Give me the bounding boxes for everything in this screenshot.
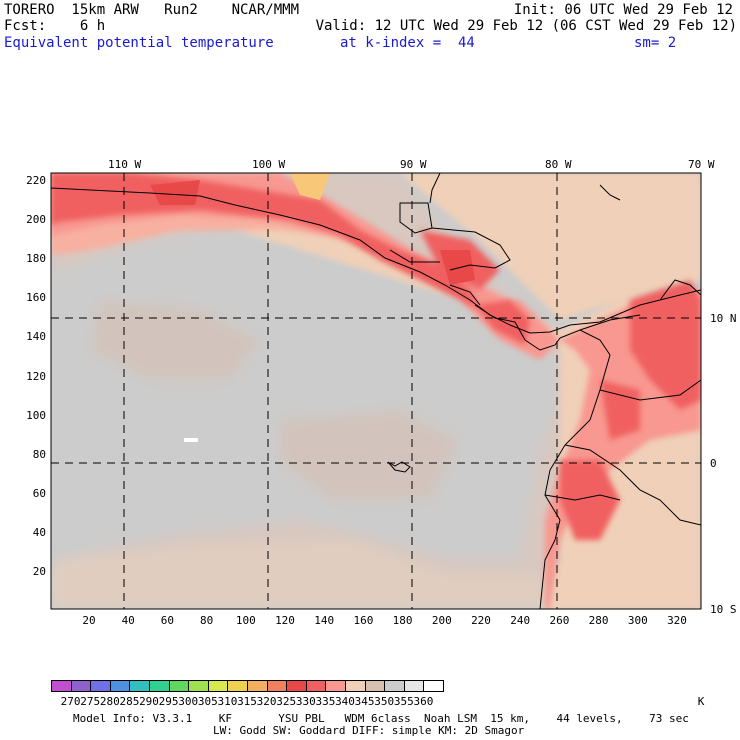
colorbar-swatch <box>129 680 150 692</box>
colorbar-swatch <box>305 680 327 692</box>
colorbar-swatch <box>345 680 366 692</box>
x-tick-label: 180 <box>392 614 413 627</box>
y-tick-label: 120 <box>26 369 46 383</box>
colorbar-swatch <box>109 680 131 692</box>
y-tick-label: 220 <box>26 174 46 187</box>
valid-time: Valid: 12 UTC Wed 29 Feb 12 (06 CST Wed … <box>315 18 737 34</box>
colorbar-label: 360 <box>413 695 434 708</box>
y-tick-label: 60 <box>32 486 46 500</box>
smoothing-info: sm= 2 <box>634 35 677 51</box>
x-tick-label: 300 <box>627 614 648 627</box>
y-tick-label: 160 <box>26 291 46 305</box>
colorbar-swatch <box>247 680 268 692</box>
y-tick-label: 100 <box>26 408 46 422</box>
colorbar-swatch <box>325 680 346 692</box>
colorbar-swatch <box>188 680 209 692</box>
x-tick-label: 280 <box>588 614 609 627</box>
colorbar-swatch <box>227 680 248 692</box>
x-tick-label: 220 <box>471 614 491 627</box>
colorbar-label: 320 <box>256 695 277 708</box>
colorbar-label: 295 <box>158 695 179 708</box>
x-tick-label: 240 <box>510 614 531 627</box>
lon-label-110w: 110 W <box>108 158 142 171</box>
colorbar-label: 290 <box>139 695 159 708</box>
x-tick-label: 40 <box>121 614 135 627</box>
colorbar-swatch <box>149 680 170 692</box>
colorbar-label: 305 <box>197 695 218 708</box>
model-name: TORERO 15km ARW Run2 NCAR/MMM <box>4 2 300 18</box>
x-tick-label: 20 <box>82 614 96 627</box>
colorbar-label: 350 <box>374 695 395 708</box>
lat-label-10n: 10 N <box>710 312 737 325</box>
init-time: Init: 06 UTC Wed 29 Feb 12 <box>513 2 733 18</box>
x-tick-label: 320 <box>667 614 687 627</box>
y-tick-label: 40 <box>32 525 46 539</box>
physics-info: LW: Godd SW: Goddard DIFF: simple KM: 2D… <box>213 724 525 737</box>
x-tick-label: 60 <box>160 614 175 627</box>
colorbar-label: 355 <box>393 695 414 708</box>
colorbar-label: 285 <box>119 695 140 708</box>
colorbar-swatch <box>90 680 111 692</box>
x-tick-label: 160 <box>353 614 374 627</box>
colorbar-label: 315 <box>237 695 257 708</box>
colorbar-label: 325 <box>276 695 297 708</box>
x-tick-label: 200 <box>431 614 452 627</box>
colorbar-label: 275 <box>80 695 101 708</box>
colorbar-swatch <box>207 680 229 692</box>
level-info: at k-index = 44 <box>340 35 475 51</box>
colorbar-swatch <box>384 680 405 692</box>
y-tick-label: 180 <box>26 252 46 266</box>
forecast-hour: Fcst: 6 h <box>4 18 106 34</box>
colorbar-swatch <box>286 680 307 692</box>
lon-label-80w: 80 W <box>545 158 572 171</box>
colorbar-swatch <box>403 680 425 692</box>
colorbar-label: 345 <box>354 695 375 708</box>
colorbar-label: 310 <box>217 695 238 708</box>
coastlines <box>51 173 701 609</box>
colorbar-swatch <box>168 680 190 692</box>
model-info: Model Info: V3.3.1 KF YSU PBL WDM 6class… <box>73 712 689 725</box>
lat-label-10s: 10 S <box>710 603 737 616</box>
x-tick-label: 100 <box>235 614 256 627</box>
colorbar-swatch <box>423 680 444 692</box>
x-tick-label: 120 <box>275 614 295 627</box>
lon-label-90w: 90 W <box>400 158 427 171</box>
shaded-field <box>51 173 701 609</box>
y-tick-label: 200 <box>26 213 46 227</box>
x-tick-label: 260 <box>549 614 570 627</box>
colorbar-swatch <box>70 680 92 692</box>
x-tick-label: 140 <box>314 614 335 627</box>
colorbar-swatch <box>364 680 386 692</box>
colorbar-swatch <box>266 680 288 692</box>
y-tick-label: 20 <box>32 565 46 578</box>
x-tick-label: 80 <box>199 614 214 627</box>
colorbar-label: 300 <box>178 695 199 708</box>
colorbar-label: 270 <box>60 695 81 708</box>
colorbar-label: 335 <box>315 695 336 708</box>
colorbar-label: 340 <box>335 695 355 708</box>
y-tick-label: 80 <box>32 447 46 461</box>
y-tick-label: 140 <box>26 330 46 344</box>
lon-label-70w: 70 W <box>688 158 715 171</box>
lon-label-100w: 100 W <box>252 158 286 171</box>
colorbar-swatch <box>51 680 72 692</box>
plot-frame <box>50 172 702 610</box>
colorbar-unit: K <box>697 695 705 708</box>
colorbar-label: 280 <box>99 695 120 708</box>
field-name: Equivalent potential temperature <box>4 35 274 51</box>
lat-label-0: 0 <box>710 457 717 470</box>
lat-lon-grid <box>51 173 701 609</box>
colorbar-label: 330 <box>295 695 316 708</box>
